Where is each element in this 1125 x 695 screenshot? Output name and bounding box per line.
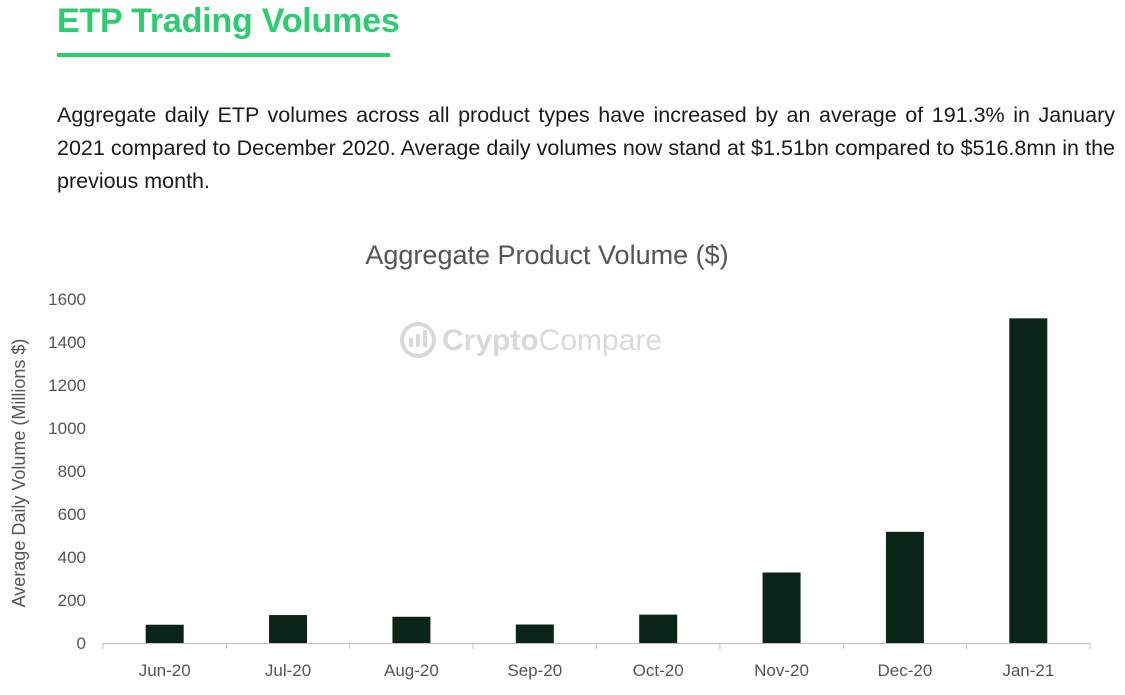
x-tick-label: Oct-20 <box>633 661 684 680</box>
x-tick-label: Jan-21 <box>1002 661 1054 680</box>
x-tick-label: Jul-20 <box>265 661 311 680</box>
y-tick-label: 1400 <box>48 333 86 352</box>
bar <box>762 572 801 643</box>
watermark: CryptoCompare <box>400 322 662 358</box>
bars <box>145 318 1048 643</box>
chart-title: Aggregate Product Volume ($) <box>365 240 728 270</box>
bar <box>639 614 678 643</box>
section-title: ETP Trading Volumes <box>57 2 400 40</box>
y-tick-label: 600 <box>58 505 86 524</box>
bar <box>269 615 308 643</box>
x-tick-label: Sep-20 <box>507 661 562 680</box>
x-tick-label: Jun-20 <box>139 661 191 680</box>
cryptocompare-logo-icon <box>400 322 436 358</box>
y-tick-label: 1600 <box>48 290 86 309</box>
chart-container: Aggregate Product Volume ($) CryptoCompa… <box>0 225 1125 695</box>
y-tick-label: 800 <box>58 462 86 481</box>
watermark-text: CryptoCompare <box>442 324 662 357</box>
y-tick-label: 200 <box>58 591 86 610</box>
bar <box>885 531 924 643</box>
title-underline <box>57 53 390 57</box>
watermark-brand-regular: Compare <box>539 324 662 357</box>
x-tick-label: Dec-20 <box>878 661 933 680</box>
watermark-brand-bold: Crypto <box>442 324 539 357</box>
x-tick-label: Aug-20 <box>384 661 439 680</box>
x-tick-label: Nov-20 <box>754 661 809 680</box>
y-axis-ticks: 0 200 400 600 800 1000 1200 1400 1600 <box>48 290 86 653</box>
y-tick-label: 400 <box>58 548 86 567</box>
summary-paragraph: Aggregate daily ETP volumes across all p… <box>57 103 1115 193</box>
bar <box>1009 318 1048 643</box>
y-tick-label: 1000 <box>48 419 86 438</box>
bar <box>515 624 554 643</box>
y-tick-label: 0 <box>77 634 86 653</box>
bar <box>392 616 431 643</box>
y-axis-label: Average Daily Volume (Millions $) <box>9 339 29 608</box>
x-axis-ticks: Jun-20 Jul-20 Aug-20 Sep-20 Oct-20 Nov-20 Dec-… <box>102 643 1091 680</box>
bar <box>145 624 184 643</box>
bar-chart: Aggregate Product Volume ($) CryptoCompa… <box>9 240 1091 680</box>
y-tick-label: 1200 <box>48 376 86 395</box>
